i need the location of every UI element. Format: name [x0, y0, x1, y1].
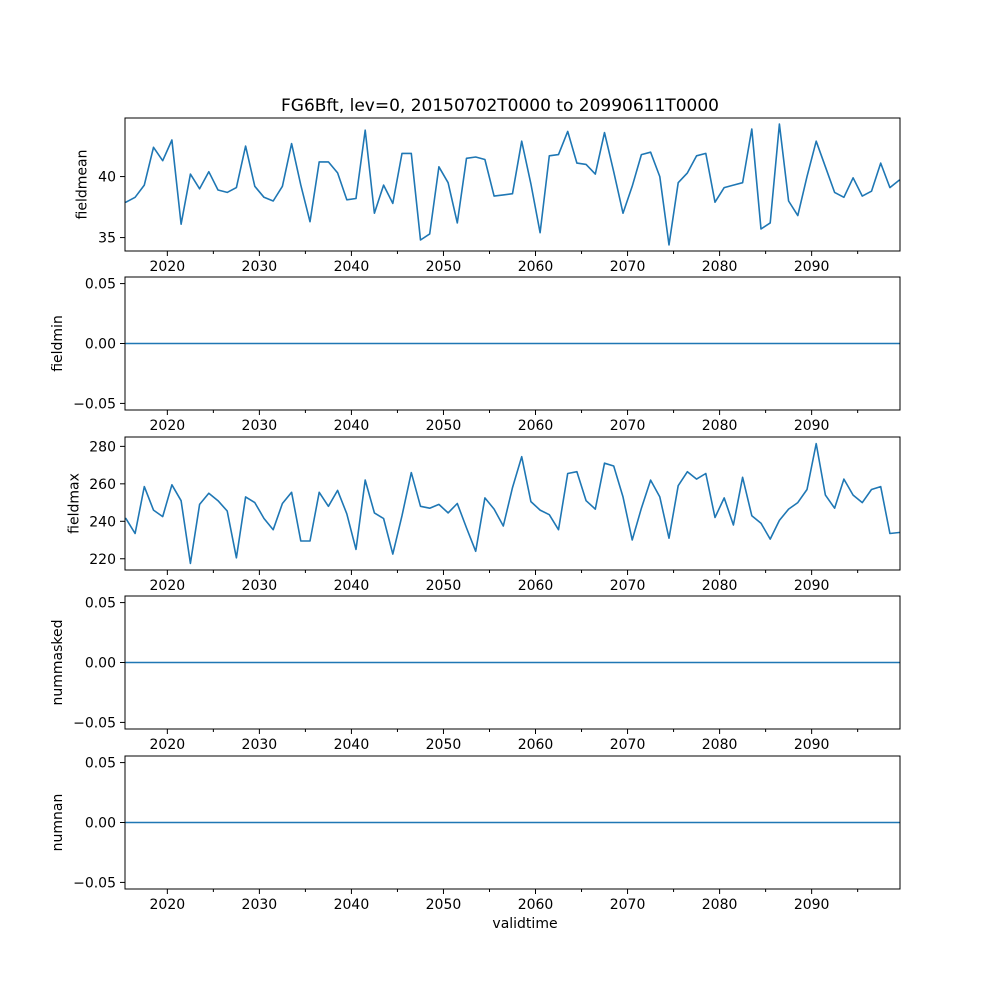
panel-fieldmean: 35 40 2020 2030 2040 2050 2060 2070 2080 2090 fiel…	[75, 117, 901, 275]
chart-title: FG6Bft, lev=0, 20150702T0000 to 20990611…	[281, 96, 719, 116]
fieldmax-line	[125, 442, 900, 565]
y-tick-label: −0.05	[73, 875, 116, 891]
x-tick-label: 2020	[150, 897, 186, 913]
x-tick-label: 2020	[150, 737, 186, 753]
x-tick-label: 2050	[426, 418, 462, 434]
x-tick-label: 2090	[794, 259, 830, 275]
x-tick-label: 2070	[610, 737, 646, 753]
fieldmean-line	[125, 123, 900, 246]
fieldmax-axes-frame	[124, 436, 901, 571]
x-tick-label: 2070	[610, 897, 646, 913]
x-tick-label: 2030	[242, 259, 278, 275]
x-tick-label: 2090	[794, 737, 830, 753]
x-tick-label: 2080	[702, 737, 738, 753]
fieldmean-axes-frame	[124, 117, 901, 252]
x-tick-label: 2040	[334, 259, 370, 275]
x-tick-label: 2050	[426, 897, 462, 913]
x-tick-label: 2060	[518, 259, 554, 275]
y-tick-label: 0.05	[85, 756, 116, 772]
y-tick-label: 240	[89, 514, 116, 530]
y-tick-label: 35	[98, 231, 116, 247]
panel-fieldmax: 220 240 260 280 2020 2030 2040 2050 2060 2070 2080…	[66, 436, 901, 594]
y-tick-label: −0.05	[73, 396, 116, 412]
x-axis-label: validtime	[492, 916, 558, 932]
y-tick-label: 280	[89, 439, 116, 455]
x-tick-label: 2060	[518, 578, 554, 594]
x-tick-label: 2060	[518, 418, 554, 434]
x-tick-label: 2080	[702, 418, 738, 434]
y-tick-label: 0.00	[85, 816, 116, 832]
x-tick-label: 2050	[426, 578, 462, 594]
x-tick-label: 2070	[610, 578, 646, 594]
x-tick-label: 2040	[334, 578, 370, 594]
x-tick-label: 2030	[242, 737, 278, 753]
y-tick-label: 0.05	[85, 596, 116, 612]
panel-nummasked: 0.05 0.00 −0.05 2020 2030 2040 2050 2060 2070 208…	[50, 595, 901, 753]
x-tick-label: 2040	[334, 897, 370, 913]
x-tick-label: 2080	[702, 897, 738, 913]
x-tick-label: 2080	[702, 259, 738, 275]
x-tick-label: 2070	[610, 418, 646, 434]
y-axis-label-fieldmax: fieldmax	[66, 473, 82, 534]
x-tick-label: 2090	[794, 578, 830, 594]
x-tick-label: 2060	[518, 897, 554, 913]
y-tick-label: 0.05	[85, 277, 116, 293]
x-tick-label: 2060	[518, 737, 554, 753]
x-tick-label: 2070	[610, 259, 646, 275]
x-tick-label: 2050	[426, 737, 462, 753]
x-tick-label: 2040	[334, 737, 370, 753]
x-tick-label: 2020	[150, 259, 186, 275]
y-tick-label: 40	[98, 170, 116, 186]
y-tick-label: −0.05	[73, 715, 116, 731]
y-axis-label-fieldmin: fieldmin	[50, 315, 66, 372]
x-tick-label: 2040	[334, 418, 370, 434]
y-axis-label-fieldmean: fieldmean	[75, 150, 91, 220]
y-tick-label: 220	[89, 552, 116, 568]
y-axis-label-numnan: numnan	[50, 794, 66, 852]
y-tick-label: 260	[89, 477, 116, 493]
x-tick-label: 2090	[794, 897, 830, 913]
panel-numnan: 0.05 0.00 −0.05 2020 2030 2040 2050 2060 2070 208…	[50, 755, 901, 913]
x-tick-label: 2030	[242, 418, 278, 434]
x-tick-label: 2020	[150, 578, 186, 594]
x-tick-label: 2050	[426, 259, 462, 275]
x-tick-label: 2020	[150, 418, 186, 434]
x-tick-label: 2090	[794, 418, 830, 434]
x-tick-label: 2080	[702, 578, 738, 594]
x-tick-label: 2030	[242, 897, 278, 913]
x-tick-label: 2030	[242, 578, 278, 594]
panel-fieldmin: 0.05 0.00 −0.05 2020 2030 2040 2050 2060 2070 208…	[50, 276, 901, 434]
y-tick-label: 0.00	[85, 337, 116, 353]
y-axis-label-nummasked: nummasked	[50, 619, 66, 705]
y-tick-label: 0.00	[85, 656, 116, 672]
